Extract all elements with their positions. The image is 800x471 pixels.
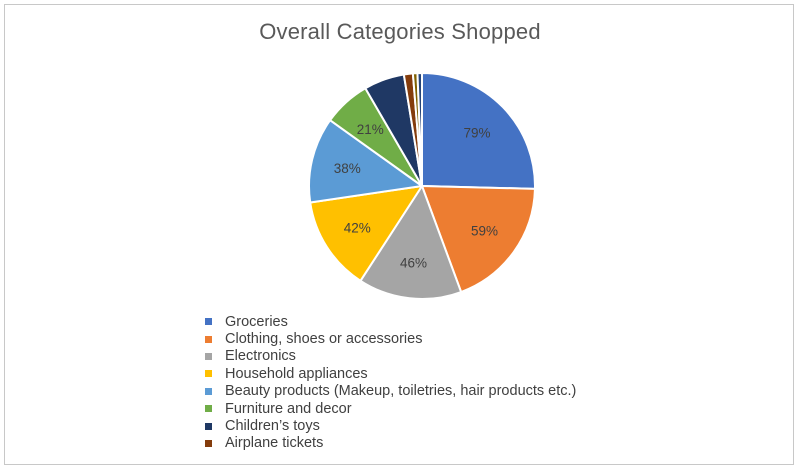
pie-slice (421, 185, 536, 294)
legend-item: Furniture and decor (205, 400, 576, 417)
legend-swatch (205, 439, 212, 447)
data-label: 38% (334, 161, 361, 176)
legend-label: Clothing, shoes or accessories (225, 331, 423, 348)
legend-swatch (205, 318, 212, 326)
pie-slice (421, 72, 536, 190)
pie-slice (416, 71, 423, 187)
data-label: 59% (471, 224, 498, 239)
data-label: 42% (344, 221, 371, 236)
legend-item: Electronics (205, 348, 576, 365)
legend-swatch (205, 405, 212, 413)
legend-item: Groceries (205, 313, 576, 330)
data-label: 79% (463, 125, 490, 140)
data-label: 46% (400, 255, 427, 270)
legend-swatch (205, 387, 212, 395)
legend: Groceries Clothing, shoes or accessories E… (205, 313, 576, 452)
legend-item: Children’s toys (205, 417, 576, 434)
legend-label: Furniture and decor (225, 400, 352, 417)
legend-swatch (205, 370, 212, 378)
legend-label: Electronics (225, 348, 296, 365)
legend-label: Children’s toys (225, 418, 320, 435)
legend-item: Clothing, shoes or accessories (205, 330, 576, 347)
legend-label: Household appliances (225, 365, 368, 382)
pie-slice (309, 185, 423, 282)
pie-slice (308, 119, 423, 204)
chart-title: Overall Categories Shopped (259, 19, 541, 44)
legend-swatch (205, 335, 212, 343)
data-label: 21% (357, 122, 384, 137)
legend-label: Groceries (225, 313, 288, 330)
legend-swatch (205, 352, 212, 360)
pie-slice (359, 185, 463, 300)
legend-item: Beauty products (Makeup, toiletries, hai… (205, 383, 576, 400)
legend-item: Airplane tickets (205, 435, 576, 452)
legend-swatch (205, 422, 212, 430)
legend-label: Beauty products (Makeup, toiletries, hai… (225, 383, 577, 400)
legend-label: Airplane tickets (225, 435, 324, 452)
legend-item: Household appliances (205, 365, 576, 382)
